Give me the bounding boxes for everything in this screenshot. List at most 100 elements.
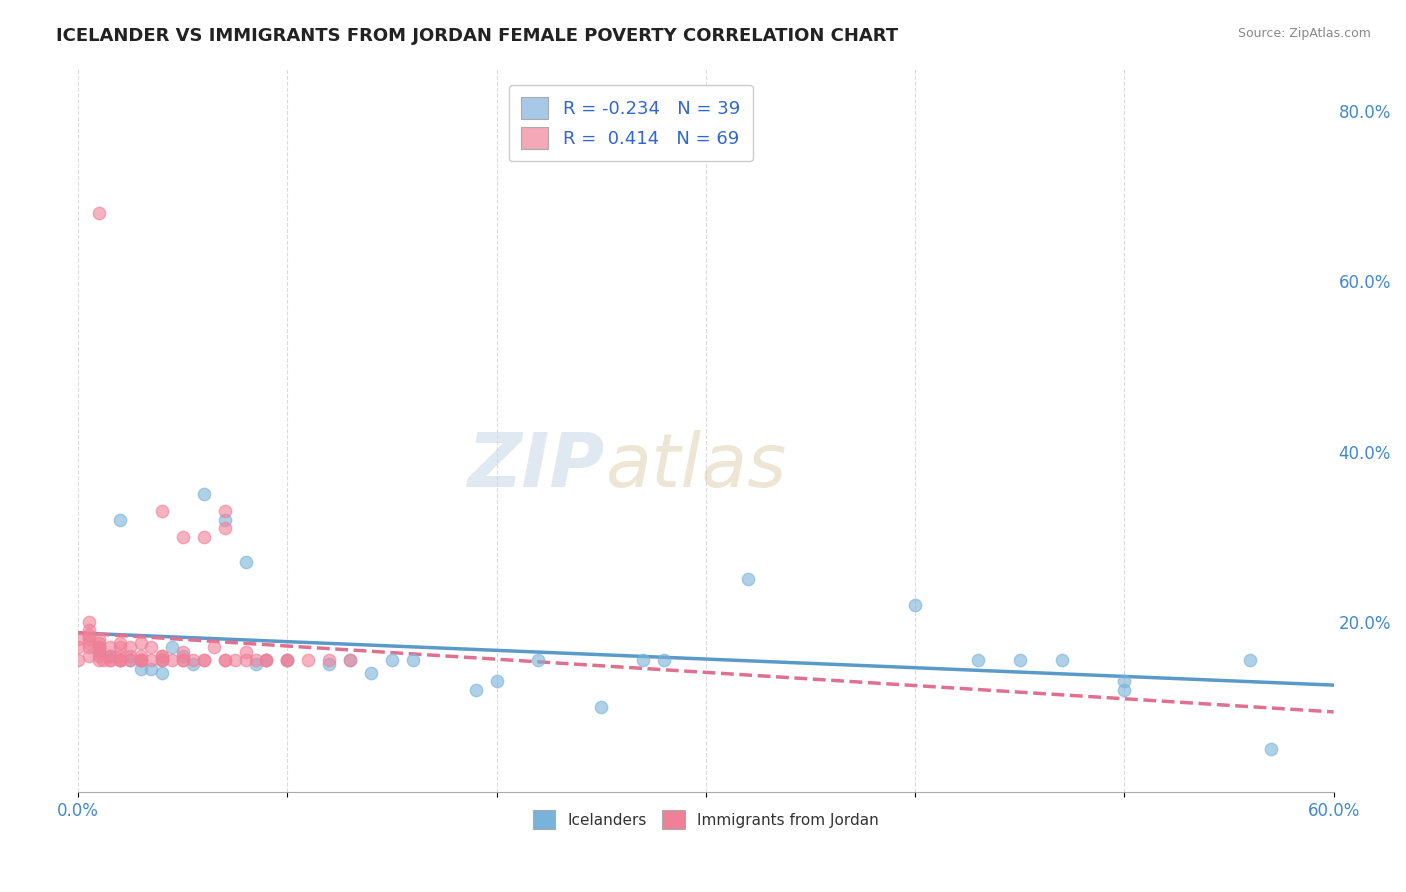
Point (297, 653, 319, 667)
Point (276, 653, 298, 667)
Point (214, 521, 236, 535)
Point (108, 653, 131, 667)
Point (235, 644, 257, 658)
Point (150, 653, 173, 667)
Point (631, 653, 654, 667)
Point (193, 530, 215, 544)
Point (485, 674, 508, 689)
Point (77, 627, 100, 641)
Point (87, 206, 110, 220)
Point (87, 636, 110, 650)
Point (193, 653, 215, 667)
Legend: Icelanders, Immigrants from Jordan: Icelanders, Immigrants from Jordan (526, 804, 886, 835)
Point (276, 653, 298, 667)
Point (339, 653, 361, 667)
Point (235, 653, 257, 667)
Text: atlas: atlas (606, 431, 787, 502)
Point (77, 648, 100, 663)
Point (245, 657, 267, 672)
Point (214, 513, 236, 527)
Point (172, 653, 194, 667)
Point (87, 648, 110, 663)
Text: Source: ZipAtlas.com: Source: ZipAtlas.com (1237, 27, 1371, 40)
Point (108, 653, 131, 667)
Point (150, 648, 173, 663)
Point (129, 661, 152, 675)
Point (202, 640, 225, 655)
Point (1008, 653, 1031, 667)
Point (150, 648, 173, 663)
Point (162, 640, 184, 655)
Point (235, 555, 257, 569)
Point (224, 653, 246, 667)
Point (150, 504, 173, 518)
Point (98, 653, 121, 667)
Point (181, 653, 204, 667)
Point (245, 653, 267, 667)
Point (402, 653, 425, 667)
Point (87, 653, 110, 667)
Point (527, 653, 550, 667)
Point (150, 653, 173, 667)
Point (129, 653, 152, 667)
Point (1114, 682, 1136, 697)
Point (91, 653, 114, 667)
Point (318, 657, 340, 672)
Point (360, 665, 382, 680)
Point (214, 653, 236, 667)
Point (129, 648, 152, 663)
Point (108, 636, 131, 650)
Point (67, 632, 90, 646)
Point (129, 653, 152, 667)
Point (150, 653, 173, 667)
Point (87, 640, 110, 655)
Point (172, 648, 194, 663)
Point (67, 640, 90, 655)
Point (193, 653, 215, 667)
Point (172, 644, 194, 658)
Point (98, 648, 121, 663)
Point (1260, 742, 1282, 756)
Point (98, 640, 121, 655)
Point (108, 640, 131, 655)
Point (67, 653, 90, 667)
Point (87, 644, 110, 658)
Point (214, 504, 236, 518)
Point (129, 636, 152, 650)
Point (652, 653, 675, 667)
Point (464, 682, 486, 697)
Point (87, 640, 110, 655)
Point (87, 632, 110, 646)
Point (77, 624, 100, 638)
Point (141, 640, 163, 655)
Point (256, 653, 278, 667)
Text: ICELANDER VS IMMIGRANTS FROM JORDAN FEMALE POVERTY CORRELATION CHART: ICELANDER VS IMMIGRANTS FROM JORDAN FEMA… (56, 27, 898, 45)
Text: ZIP: ZIP (468, 430, 606, 503)
Point (98, 653, 121, 667)
Point (87, 644, 110, 658)
Point (172, 653, 194, 667)
Point (108, 648, 131, 663)
Point (98, 648, 121, 663)
Point (381, 653, 404, 667)
Point (904, 598, 927, 612)
Point (77, 632, 100, 646)
Point (276, 653, 298, 667)
Point (181, 657, 204, 672)
Point (77, 640, 100, 655)
Point (150, 665, 173, 680)
Point (256, 653, 278, 667)
Point (214, 653, 236, 667)
Point (967, 653, 990, 667)
Point (141, 653, 163, 667)
Point (318, 653, 340, 667)
Point (77, 636, 100, 650)
Point (1114, 674, 1136, 689)
Point (193, 487, 215, 501)
Point (108, 653, 131, 667)
Point (108, 513, 131, 527)
Point (120, 640, 142, 655)
Point (87, 640, 110, 655)
Point (1239, 653, 1261, 667)
Point (129, 653, 152, 667)
